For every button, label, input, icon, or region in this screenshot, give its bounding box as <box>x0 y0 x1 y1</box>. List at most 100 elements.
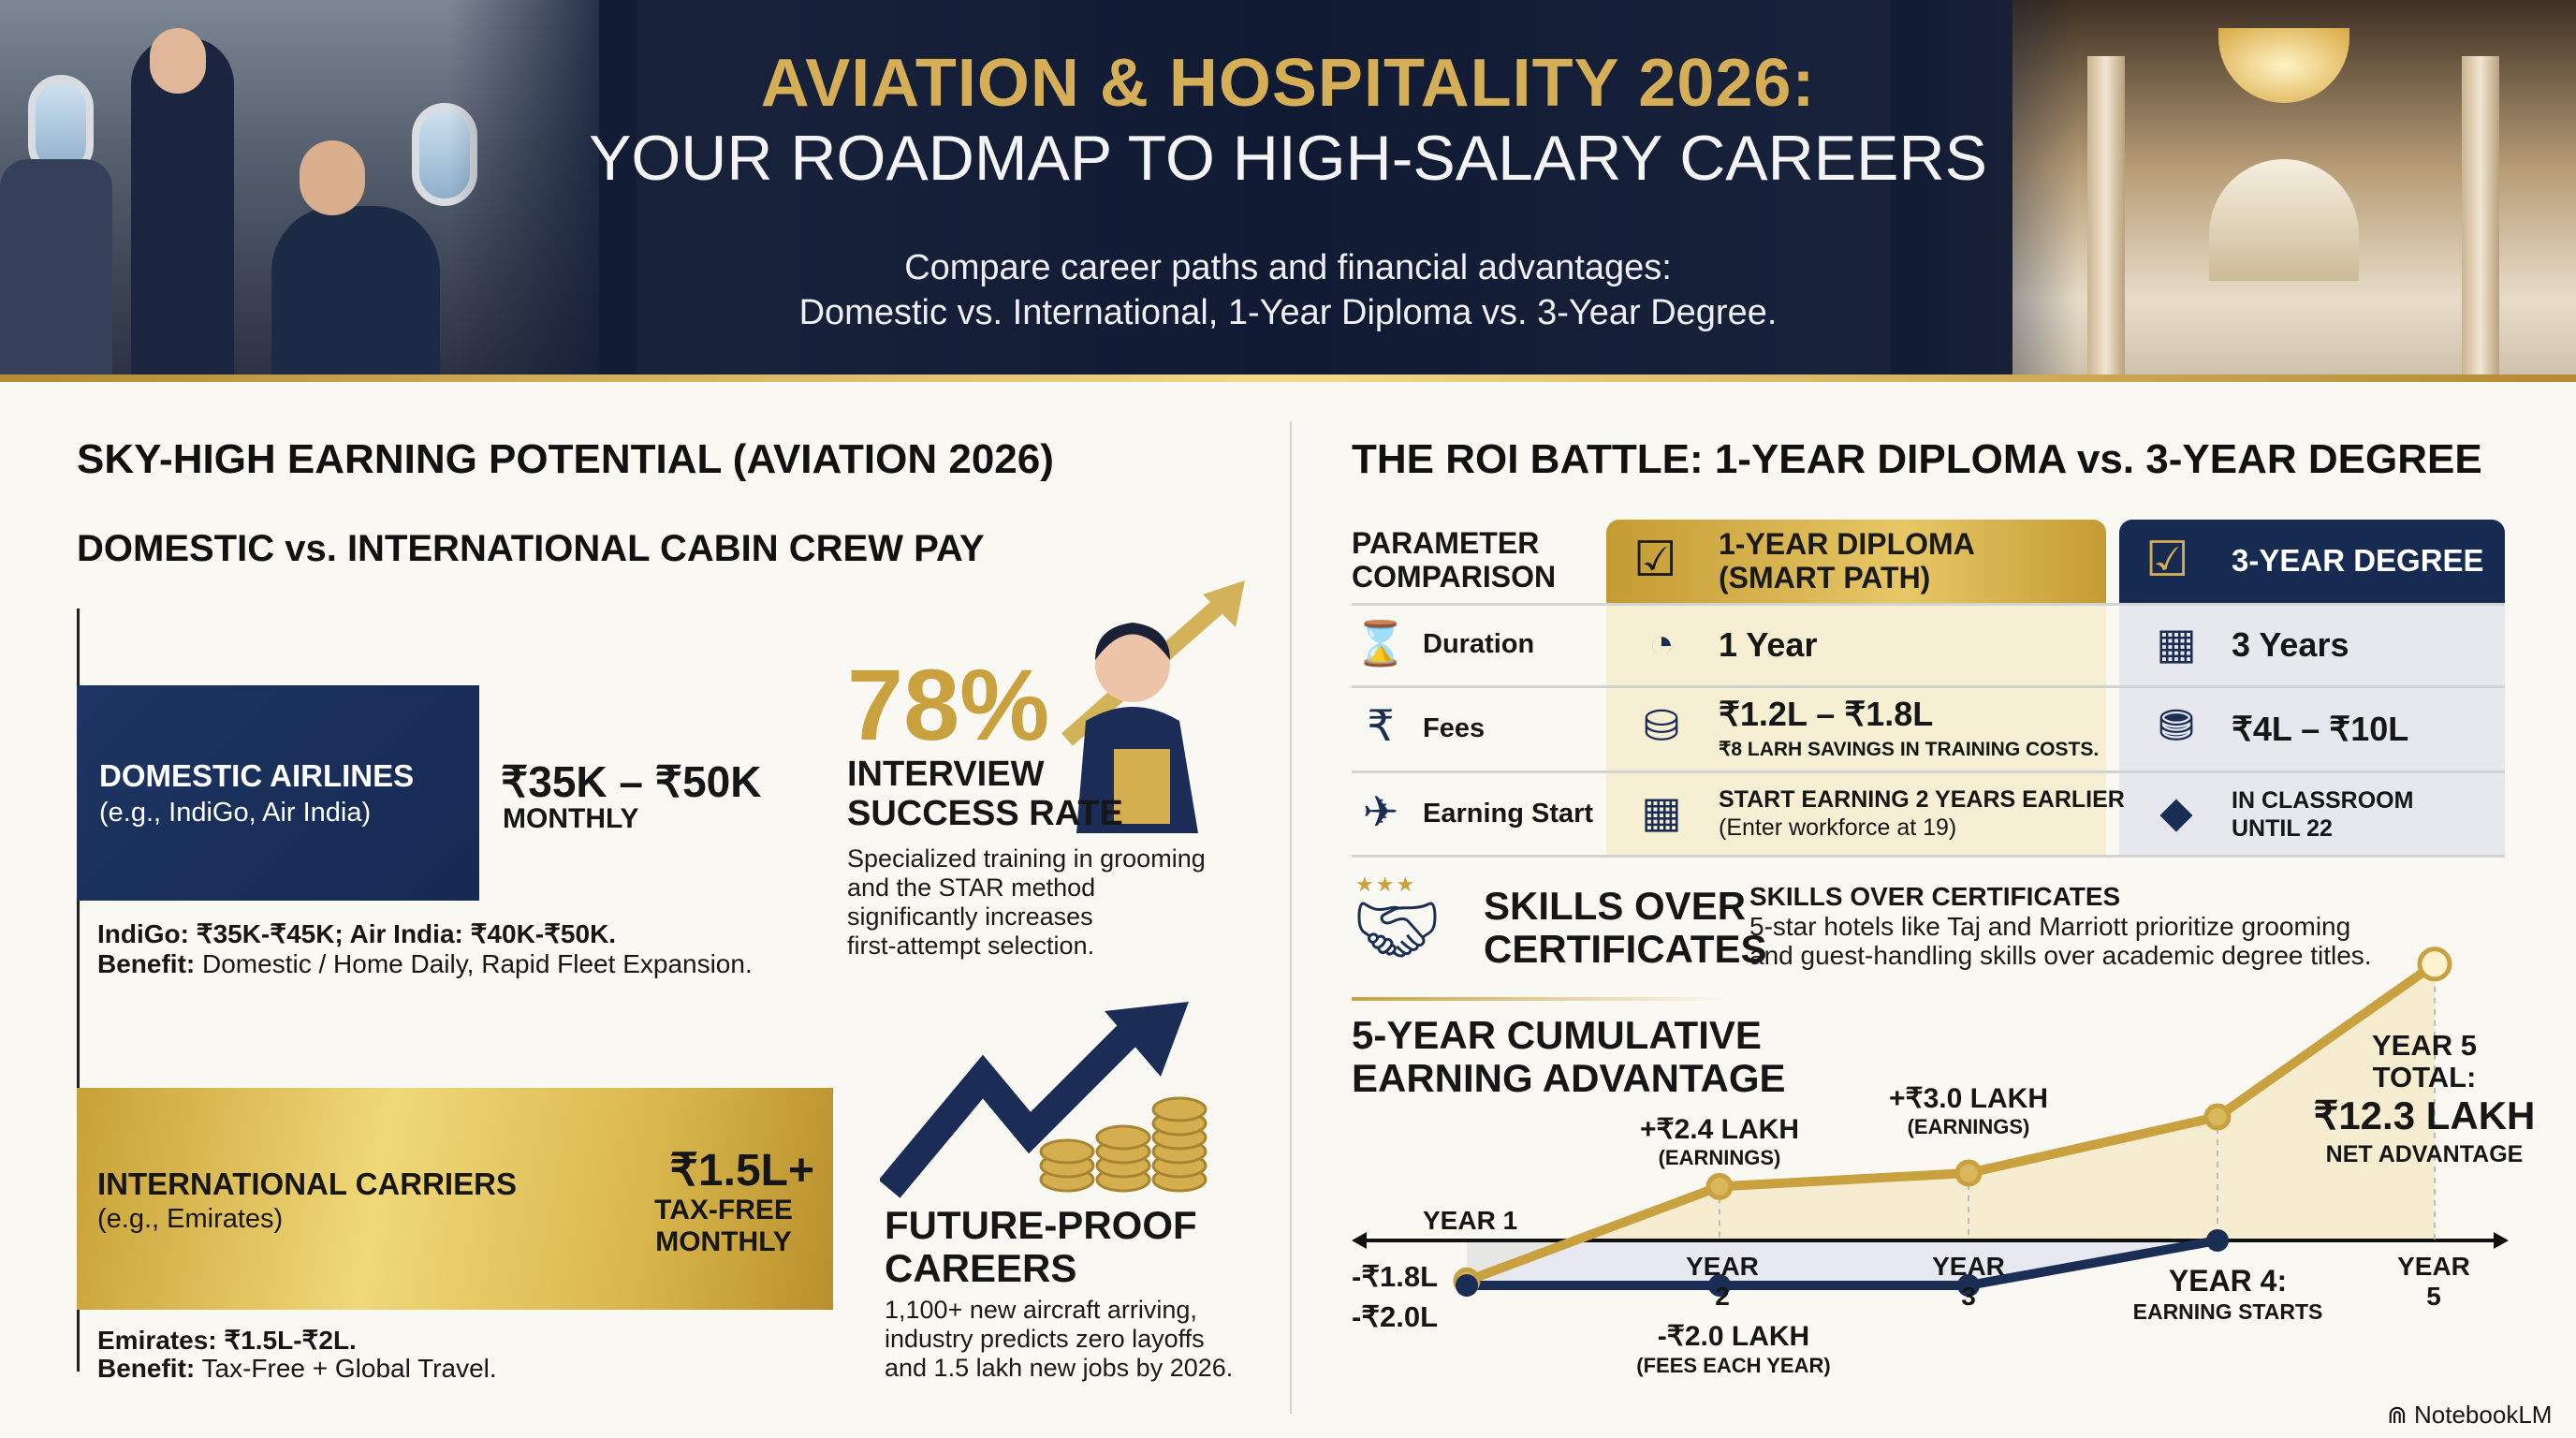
row-divider <box>1352 855 2505 858</box>
check-circle-icon: ☑ <box>1633 533 1677 587</box>
navy-start-label: -₹2.0L <box>1352 1300 1439 1333</box>
professional-woman-illustration <box>1061 580 1245 833</box>
skills-big-title: SKILLS OVER CERTIFICATES <box>1484 885 1767 971</box>
intl-benefit: Benefit: Tax-Free + Global Travel. <box>97 1354 497 1384</box>
earning-plane-icon: ✈ <box>1362 787 1399 836</box>
degree-header-text: 3-YEAR DEGREE <box>2232 543 2484 578</box>
gold-divider <box>1352 997 1726 1001</box>
coin-stacks-icon <box>1039 1096 1208 1193</box>
degree-point <box>1957 1274 1980 1297</box>
degree-point <box>1708 1274 1731 1297</box>
desc-line: 5-star hotels like Taj and Marriott prio… <box>1749 912 2351 941</box>
title-line-2: YOUR ROADMAP TO HIGH-SALARY CAREERS <box>589 123 1987 194</box>
skills-big-line1: SKILLS OVER <box>1484 884 1747 928</box>
growth-coins-illustration <box>880 1002 1208 1198</box>
lobby-archway <box>2209 159 2359 281</box>
diploma-header <box>1606 520 2106 603</box>
interview-title-line2: SUCCESS RATE <box>847 794 1123 833</box>
diploma-fees-note: ₹8 LARH SAVINGS IN TRAINING COSTS. <box>1719 739 2100 760</box>
param-header-line2: COMPARISON <box>1352 560 1557 594</box>
desc-line: and the STAR method <box>847 873 1096 902</box>
diploma-point <box>1705 1172 1734 1200</box>
interview-title-line1: INTERVIEW <box>847 755 1045 794</box>
row-divider <box>1352 685 2505 688</box>
degree-line <box>1467 1236 2218 1290</box>
woman-hair <box>1095 623 1170 660</box>
total-value: ₹12.3 LAKH <box>2313 1093 2536 1137</box>
interview-stat: 78% <box>847 648 1050 761</box>
total-annotation: YEAR 5 TOTAL: ₹12.3 LAKH NET ADVANTAGE <box>2312 1030 2537 1170</box>
hotel-lobby-image <box>2012 0 2576 374</box>
x-label-year4: YEAR 4: <box>2168 1264 2288 1298</box>
graduation-cap-icon: ◆ <box>2159 787 2193 836</box>
woman-face <box>1095 627 1170 702</box>
growth-arrow-head <box>1203 580 1245 627</box>
diploma-point <box>1954 1159 1983 1187</box>
degree-point <box>2206 1229 2229 1252</box>
y2-value: +₹2.4 LAKH <box>1640 1114 1799 1145</box>
lobby-pillar <box>2087 56 2125 374</box>
degree-fees: ₹4L – ₹10L <box>2232 710 2409 748</box>
intl-name: INTERNATIONAL CARRIERS <box>97 1167 517 1201</box>
coins-icon: ⛁ <box>1643 701 1680 750</box>
interview-title: INTERVIEW SUCCESS RATE <box>847 755 1123 833</box>
vertical-rule <box>77 609 80 1372</box>
degree-point <box>1456 1274 1478 1297</box>
header-fade <box>449 0 637 374</box>
domestic-name: DOMESTIC AIRLINES <box>99 758 415 793</box>
flight-attendant-figure <box>131 37 234 374</box>
x-label-year1: YEAR 1 <box>1423 1206 1518 1235</box>
cabin-seat <box>0 159 112 374</box>
x-label-year5: YEAR 5 <box>2397 1252 2470 1311</box>
future-title-line1: FUTURE-PROOF <box>885 1203 1197 1247</box>
desc-line: industry predicts zero layoffs <box>885 1325 1205 1353</box>
calendar-clock-icon: ▦ <box>1641 787 1682 836</box>
intl-period-line1: TAX-FREE <box>654 1195 793 1225</box>
domestic-pay: ₹35K – ₹50K <box>501 757 762 806</box>
benefit-label: Benefit: <box>97 949 196 978</box>
y3-note: (EARNINGS) <box>1907 1115 2030 1138</box>
x-label-year3: YEAR 3 <box>1932 1252 2005 1311</box>
diploma-point <box>2417 946 2452 982</box>
total-line2: TOTAL: <box>2372 1061 2477 1093</box>
degree-duration: 3 Years <box>2232 625 2349 664</box>
desc-line: and guest-handling skills over academic … <box>1749 941 2372 970</box>
desc-line: 1,100+ new aircraft arriving, <box>885 1296 1197 1324</box>
row-divider <box>1352 770 2505 773</box>
header-fade <box>1891 0 2078 374</box>
intl-examples: (e.g., Emirates) <box>97 1204 284 1234</box>
gold-start-label: -₹1.8L <box>1352 1260 1439 1293</box>
row-divider <box>1352 603 2505 606</box>
stopwatch-icon: ◔ <box>1648 619 1675 668</box>
lobby-pillar <box>2462 56 2499 374</box>
axis-arrow-right <box>2494 1232 2509 1249</box>
intl-pay: ₹1.5L+ <box>669 1146 814 1196</box>
attendant-head <box>150 28 206 94</box>
domestic-benefit: Benefit: Domestic / Home Daily, Rapid Fl… <box>97 949 753 979</box>
fees-value: -₹2.0 LAKH <box>1657 1321 1810 1352</box>
year4-note: EARNING STARTS <box>2132 1299 2323 1324</box>
desc-line: Specialized training in grooming <box>847 844 1206 873</box>
total-line1: YEAR 5 <box>2372 1029 2477 1062</box>
benefit-label: Benefit: <box>97 1354 196 1383</box>
skills-heading: SKILLS OVER CERTIFICATES <box>1749 882 2121 911</box>
diploma-header-line2: (SMART PATH) <box>1719 561 1931 594</box>
notebooklm-logo-icon: ⋒ <box>2387 1401 2415 1429</box>
degree-earning-line2: UNTIL 22 <box>2232 815 2333 842</box>
coin-stacks-icon: ⛃ <box>2158 701 2195 750</box>
y2-note: (EARNINGS) <box>1658 1146 1781 1169</box>
diploma-header-line1: 1-YEAR DIPLOMA <box>1719 527 1975 561</box>
benefit-text: Tax-Free + Global Travel. <box>201 1354 497 1383</box>
diploma-duration: 1 Year <box>1719 625 1818 664</box>
axis-arrow-left <box>1352 1232 1367 1249</box>
desc-line: first-attempt selection. <box>847 932 1095 960</box>
subtitle-line-2: Domestic vs. International, 1-Year Diplo… <box>798 293 1778 332</box>
rupee-hand-icon: ₹ <box>1367 701 1395 750</box>
header-divider <box>0 374 2576 382</box>
intl-period: TAX-FREE MONTHLY <box>637 1195 811 1258</box>
diploma-point <box>2203 1103 2232 1131</box>
international-carriers-card <box>77 1088 833 1310</box>
degree-earning-line1: IN CLASSROOM <box>2232 787 2414 814</box>
title-line-1: AVIATION & HOSPITALITY 2026: <box>760 46 1816 121</box>
